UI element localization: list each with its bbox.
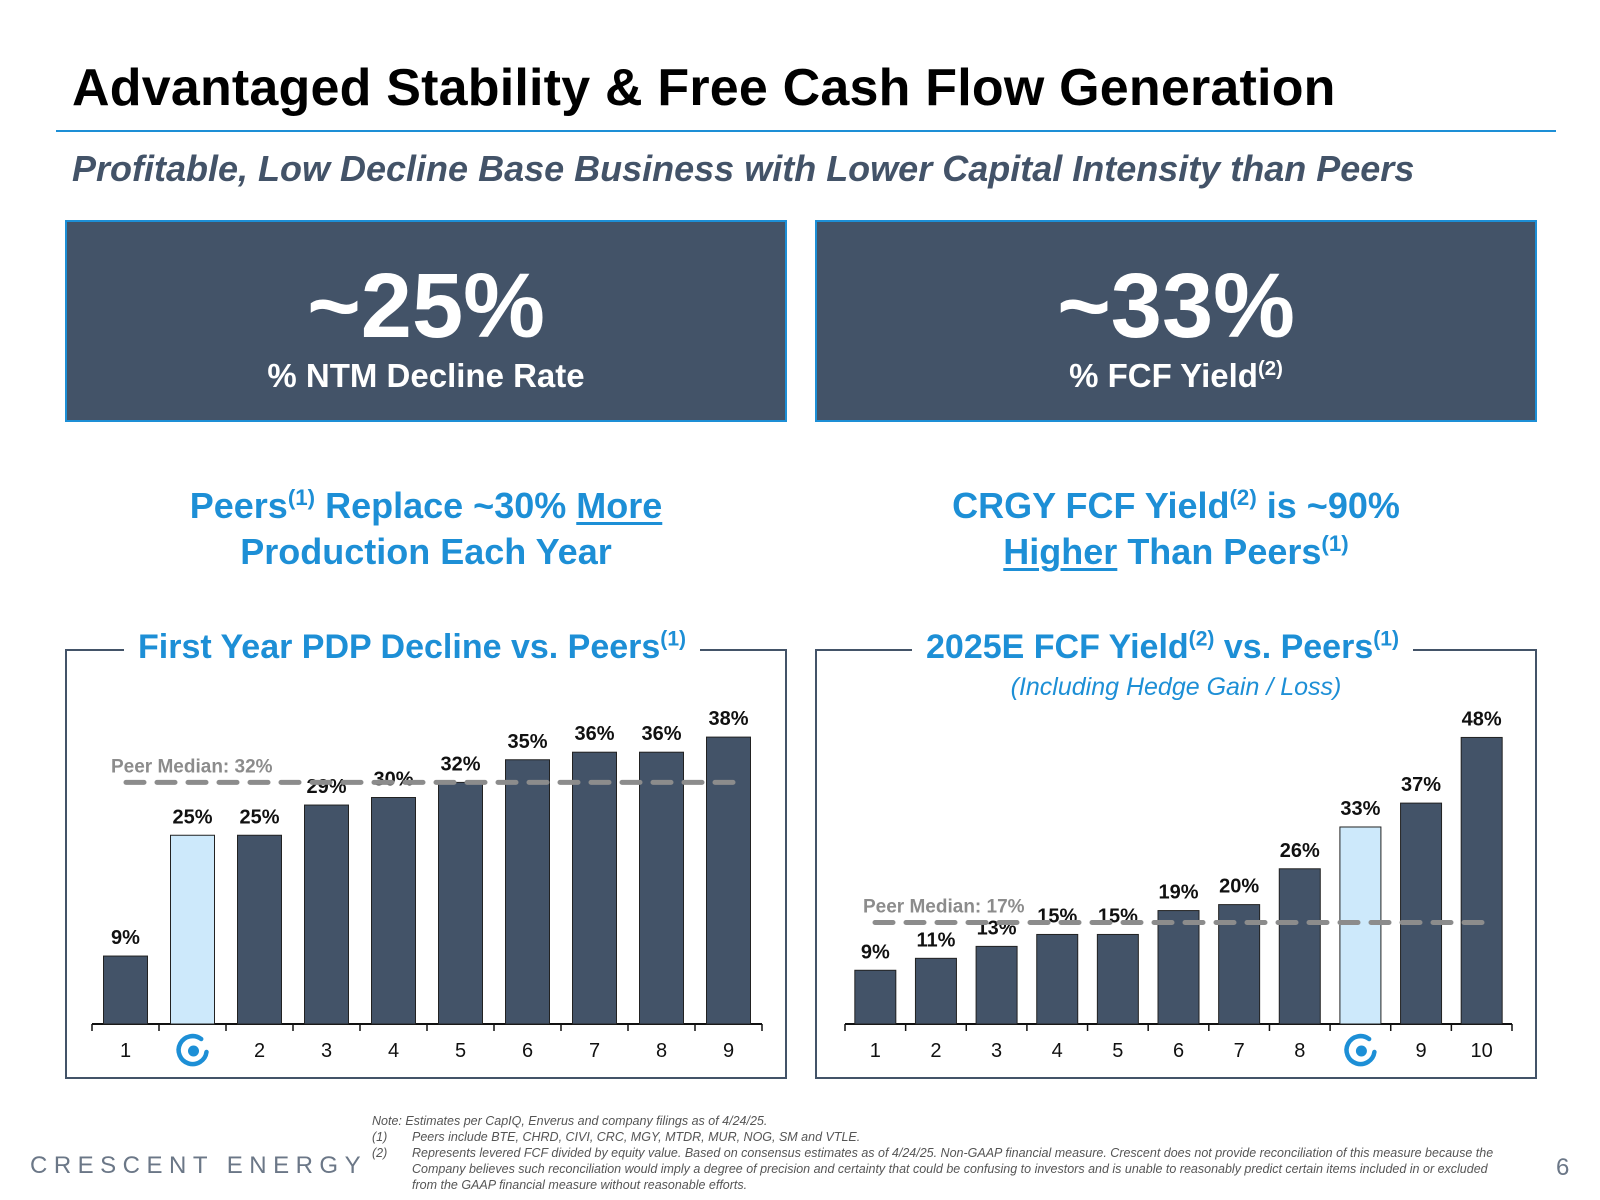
bar-value-label: 9% [861,941,890,963]
bar [1036,933,1079,1025]
kpi-decline-rate: ~25% % NTM Decline Rate [65,220,787,422]
bar-value-label: 37% [1401,774,1441,796]
bar-crescent [170,834,215,1025]
peer-median-label: Peer Median: 32% [111,756,273,777]
x-tick-label: 3 [991,1040,1002,1062]
x-tick-label: 9 [723,1040,734,1062]
x-tick-label: 9 [1415,1040,1426,1062]
bar-value-label: 48% [1462,708,1502,730]
x-tick-label: 7 [1234,1040,1245,1062]
footnote-ref: (1) [1321,531,1349,556]
bar [1096,933,1139,1025]
footnote-2: (2) Represents levered FCF divided by equ… [372,1146,1494,1192]
bar-value-label: 29% [306,776,346,798]
crescent-logo-icon [176,1033,209,1067]
bar [237,834,282,1025]
bar [103,955,148,1025]
x-tick-label: 2 [254,1040,265,1062]
page-number: 6 [1556,1154,1570,1181]
bar-value-label: 19% [1158,882,1198,904]
bar-value-label: 33% [1340,798,1380,820]
x-tick-label: 4 [388,1040,399,1062]
x-tick-label: 5 [455,1040,466,1062]
footnote-ref: (1) [287,485,316,510]
bar [854,969,897,1025]
bar [1460,736,1503,1025]
bar-value-label: 30% [373,769,413,791]
peer-median-label: Peer Median: 17% [863,897,1025,918]
bar-value-label: 20% [1219,876,1259,898]
headline-fcf-higher: CRGY FCF Yield(2) is ~90% Higher Than Pe… [952,485,1400,572]
x-tick-label: 3 [321,1040,332,1062]
bar [1157,910,1200,1025]
bar [304,804,349,1025]
footnote-ref: (2) [1257,357,1283,380]
brand-wordmark: CRESCENT ENERGY [30,1152,368,1179]
bar-value-label: 9% [111,927,140,949]
bar-value-label: 36% [641,723,681,745]
x-tick-label: 8 [656,1040,667,1062]
x-tick-label: 1 [120,1040,131,1062]
x-tick-label: 6 [522,1040,533,1062]
bar-value-label: 32% [440,753,480,775]
bar [914,957,957,1025]
x-tick-label: 4 [1052,1040,1063,1062]
page-subtitle: Profitable, Low Decline Base Business wi… [72,148,1415,189]
bar [1278,868,1321,1025]
bar [371,797,416,1025]
bar-value-label: 36% [574,723,614,745]
bar [505,759,550,1025]
bar [639,751,684,1025]
x-tick-label: 8 [1294,1040,1305,1062]
footnotes: Note: Estimates per CapIQ, Enverus and c… [372,1113,1512,1193]
kpi-value: ~25% [307,255,545,357]
kpi-label: % NTM Decline Rate [267,357,585,394]
bar-value-label: 26% [1280,840,1320,862]
chart-title-pdp-decline: First Year PDP Decline vs. Peers(1) [124,628,701,667]
kpi-label: % FCF Yield(2) [1069,357,1283,394]
x-tick-label: 7 [589,1040,600,1062]
chart-subtitle-hedge: (Including Hedge Gain / Loss) [1010,673,1342,701]
bar-value-label: 25% [239,806,279,828]
bar-value-label: 35% [507,731,547,753]
bar [438,781,483,1025]
bar-value-label: 25% [172,806,212,828]
x-tick-label: 6 [1173,1040,1184,1062]
note-line: Note: Estimates per CapIQ, Enverus and c… [372,1114,768,1128]
bar-value-label: 38% [708,708,748,730]
x-tick-label: 10 [1471,1040,1493,1062]
bar [706,736,751,1025]
kpi-value: ~33% [1057,255,1295,357]
kpi-fcf-yield: ~33% % FCF Yield(2) [815,220,1537,422]
x-tick-label: 5 [1112,1040,1123,1062]
chart-title-fcf-yield: 2025E FCF Yield(2) vs. Peers(1) [912,628,1413,667]
bar [1400,802,1443,1025]
title-divider [56,130,1556,132]
bar [572,751,617,1025]
headline-peers-replace: Peers(1) Replace ~30% More Production Ea… [189,485,663,572]
bar-value-label: 11% [916,929,955,951]
page-title: Advantaged Stability & Free Cash Flow Ge… [72,59,1336,117]
crescent-logo-icon [1344,1033,1377,1067]
footnote-ref: (2) [1229,485,1257,510]
bar [975,945,1018,1025]
x-tick-label: 1 [870,1040,881,1062]
bar-crescent [1339,826,1382,1025]
footnote-1: (1) Peers include BTE, CHRD, CIVI, CRC, M… [372,1130,861,1144]
x-tick-label: 2 [930,1040,941,1062]
